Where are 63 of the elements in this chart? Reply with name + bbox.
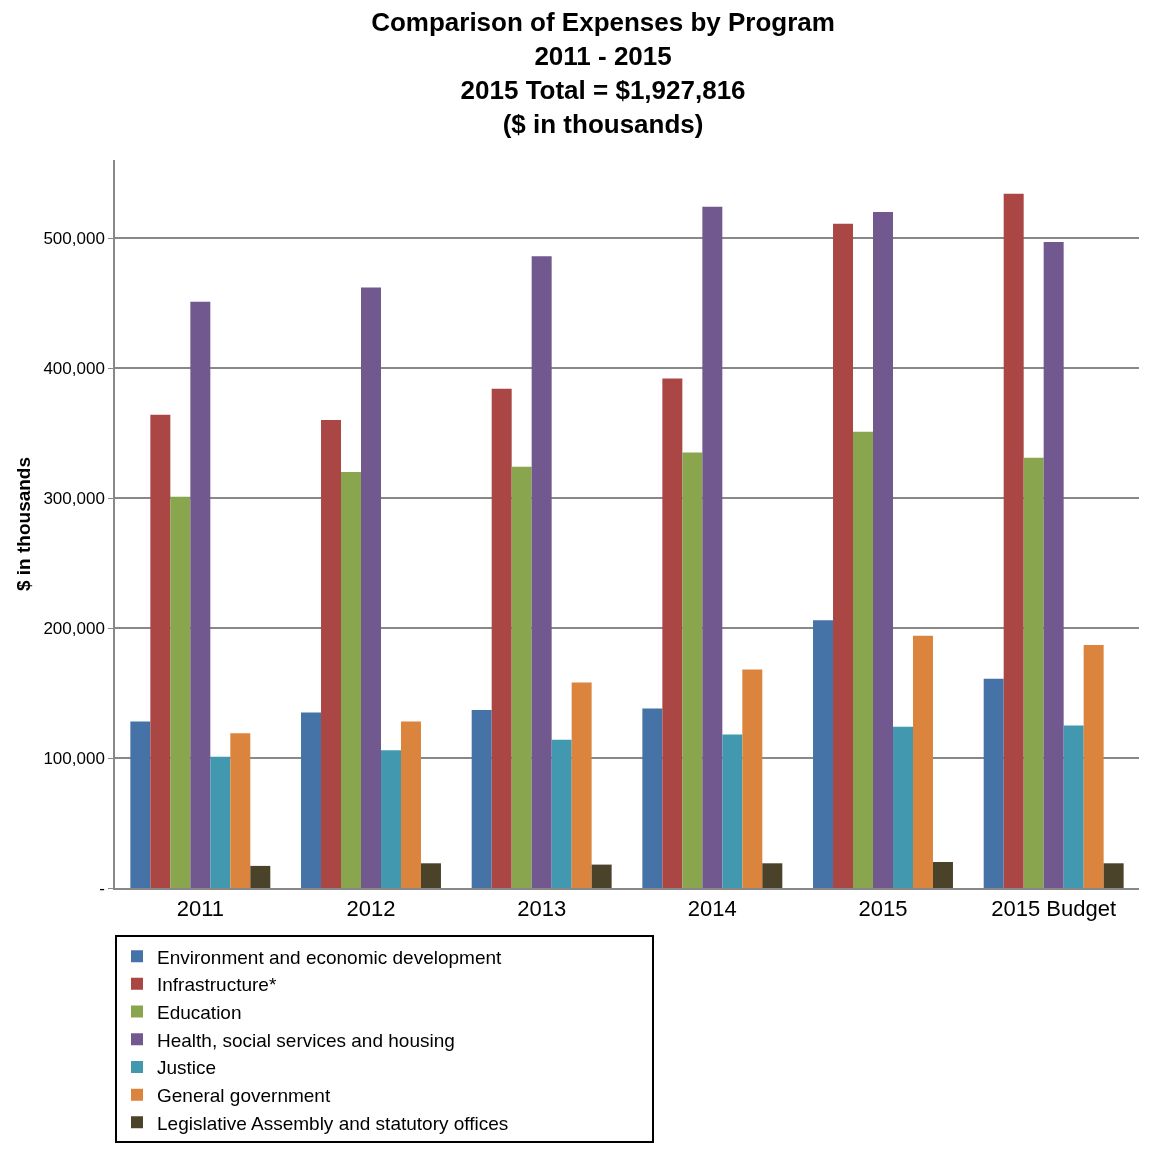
legend-label: Health, social services and housing [157,1029,455,1051]
bar [420,863,441,888]
bar [853,431,873,888]
legend-label: Environment and economic development [157,946,503,968]
y-tick-label: 200,000 [43,618,105,638]
bar [301,712,322,888]
bar [702,206,723,888]
bar [873,212,893,888]
bar [912,635,933,888]
bar [531,256,552,888]
bar [511,466,532,888]
bar [642,708,663,888]
bar [662,378,683,888]
bar [471,709,492,888]
bar [210,756,231,888]
x-tick-label: 2015 [858,896,908,922]
bar [893,726,913,888]
legend-label: Education [157,1001,242,1023]
bar [341,472,361,888]
bar [150,414,171,888]
legend-label: Legislative Assembly and statutory offices [157,1112,509,1134]
bar [1003,193,1024,888]
x-tick-label: 2011 [176,896,224,922]
chart-title: Comparison of Expenses by Program 2011 - 2015 2015 Total = $1,927,816 ($ in thousands) [371,7,835,139]
x-tick-label: 2015 Budget [991,896,1117,922]
bar [1103,863,1124,888]
y-axis-title: $ in thousands [12,456,34,592]
bar [571,682,592,888]
bar [491,388,512,888]
bar [1063,725,1084,888]
bar [130,721,151,888]
bar [361,287,381,888]
x-tick-label: 2013 [517,896,567,922]
bar [682,452,703,888]
legend-label: Justice [157,1057,217,1079]
y-tick-label: 500,000 [43,228,105,248]
bar [591,864,612,888]
bar [230,733,251,888]
bar [932,862,953,888]
y-tick-label: 100,000 [43,748,105,768]
bar [190,301,211,888]
bar [983,678,1004,888]
bar [833,223,854,888]
x-tick-label: 2014 [687,896,737,922]
x-tick-label: 2012 [346,896,396,922]
bar [321,420,342,888]
bar [742,669,763,888]
y-tick-label: 300,000 [43,488,105,508]
bar [551,739,572,888]
bar [170,496,191,888]
bar [762,863,783,888]
bar [1023,457,1044,888]
bar [1083,644,1104,888]
bar [1043,241,1064,888]
bar [381,750,401,888]
y-tick-label: - [99,878,105,898]
legend-label: Infrastructure* [157,974,277,996]
bar [250,865,271,888]
legend-label: General government [157,1085,331,1107]
bar [400,721,421,888]
bar [722,734,743,888]
y-tick-label: 400,000 [43,358,105,378]
bar [813,620,834,888]
